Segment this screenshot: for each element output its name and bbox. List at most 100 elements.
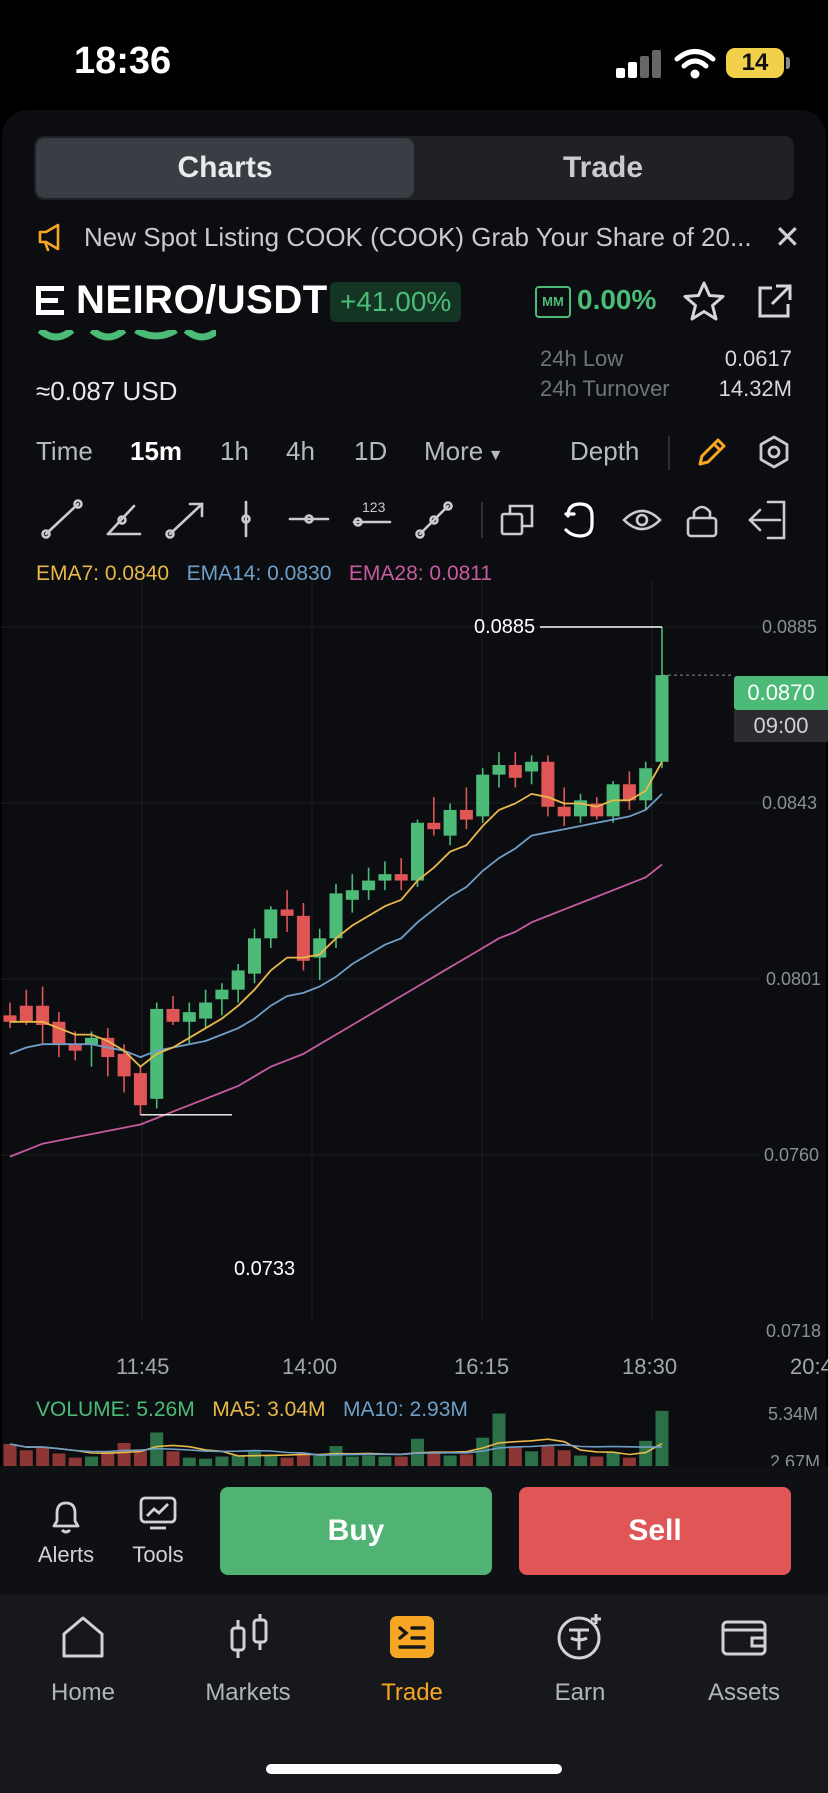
candle-body-24 (394, 874, 408, 881)
tf-depth[interactable]: Depth (570, 436, 640, 466)
nav-earn[interactable]: Earn (554, 1679, 606, 1706)
magnet-icon[interactable] (564, 502, 594, 538)
usd-price: ≈0.087 USD (36, 376, 178, 406)
candle-body-11 (182, 1012, 196, 1022)
horizontal-line-icon[interactable] (288, 514, 330, 524)
candle-body-28 (459, 809, 473, 820)
angle-line-icon[interactable] (106, 504, 142, 536)
menu-icon[interactable] (36, 286, 68, 316)
nav-trade[interactable]: Trade (381, 1679, 443, 1706)
announcement-text[interactable]: New Spot Listing COOK (COOK) Grab Your S… (84, 222, 752, 252)
nav-markets[interactable]: Markets (205, 1679, 291, 1706)
ray-icon[interactable] (165, 502, 204, 539)
low-price-label: 0.0733 (234, 1258, 296, 1280)
status-time: 18:36 (74, 40, 172, 82)
vertical-line-icon[interactable] (241, 500, 251, 538)
alerts-label[interactable]: Alerts (37, 1542, 95, 1567)
volume-bar-21 (345, 1456, 359, 1466)
tf-4h[interactable]: 4h (286, 436, 315, 466)
candle-body-14 (231, 970, 245, 990)
volume-bar-14 (231, 1455, 245, 1466)
nav-home[interactable]: Home (50, 1679, 116, 1706)
last-price-tag: 0.0870 (734, 676, 828, 710)
lock-icon[interactable] (686, 505, 718, 538)
volume-bar-18 (296, 1453, 310, 1466)
tf-15m[interactable]: 15m (130, 436, 183, 466)
trading-pair-title[interactable]: NEIRO/USDT (76, 278, 328, 322)
sell-button[interactable]: Sell (519, 1487, 791, 1575)
tf-1h[interactable]: 1h (220, 436, 249, 466)
exit-icon[interactable] (748, 500, 786, 540)
earn-tether-icon[interactable] (554, 1610, 606, 1662)
share-icon[interactable] (754, 282, 794, 322)
nav-assets[interactable]: Assets (707, 1679, 781, 1706)
y-tick-0: 0.0885 (762, 617, 818, 637)
y-tick-1: 0.0843 (762, 793, 818, 813)
ema28-value: EMA28: 0.0811 (348, 562, 493, 585)
tf-1d[interactable]: 1D (354, 436, 388, 466)
bell-icon[interactable] (46, 1496, 86, 1536)
tab-charts[interactable]: Charts (36, 138, 414, 198)
copy-icon[interactable] (500, 504, 534, 536)
volume-bar-33 (541, 1446, 555, 1466)
pencil-icon[interactable] (694, 434, 730, 470)
eye-icon[interactable] (622, 509, 662, 531)
volume-bar-40 (655, 1410, 669, 1466)
trade-icon[interactable] (390, 1616, 434, 1658)
close-announcement-button[interactable]: ✕ (774, 219, 801, 255)
candle-body-0 (3, 1015, 17, 1022)
volume-bar-17 (280, 1457, 294, 1466)
volume-bar-7 (117, 1442, 131, 1466)
volume-bar-36 (590, 1456, 604, 1466)
buy-button[interactable]: Buy (220, 1487, 492, 1575)
candle-body-38 (622, 784, 636, 801)
tools-label[interactable]: Tools (132, 1542, 184, 1567)
candle-body-33 (541, 761, 555, 807)
volume-bar-11 (182, 1457, 196, 1466)
price-line-123-label: 123 (362, 499, 386, 515)
volume-bar-16 (264, 1455, 278, 1466)
tools-chart-icon[interactable] (138, 1494, 178, 1534)
candlestick-chart[interactable] (0, 580, 828, 1340)
ema28-line (9, 863, 663, 1158)
tab-trade[interactable]: Trade (562, 151, 644, 184)
megaphone-icon (38, 223, 60, 252)
candle-body-29 (476, 774, 490, 817)
volume-bar-20 (329, 1446, 343, 1466)
high-price-label: 0.0885 (474, 616, 536, 638)
candle-body-25 (411, 822, 424, 881)
volume-bar-19 (313, 1455, 327, 1466)
volume-bar-3 (52, 1453, 66, 1466)
segment-icon[interactable] (415, 501, 453, 539)
volume-bar-26 (427, 1453, 441, 1466)
settings-hex-icon[interactable] (756, 434, 792, 470)
volume-bar-37 (606, 1452, 620, 1466)
price-line-icon[interactable] (352, 517, 392, 527)
volume-bar-32 (525, 1451, 539, 1466)
battery-cap (786, 57, 790, 69)
volume-bar-1 (19, 1450, 33, 1466)
24h-low-label: 24h Low (540, 346, 624, 371)
candle-body-23 (378, 874, 392, 881)
star-icon[interactable] (682, 280, 726, 322)
markets-candles-icon[interactable] (226, 1612, 272, 1660)
assets-wallet-icon[interactable] (720, 1616, 768, 1658)
ma5-line (9, 1438, 663, 1457)
volume-bar-28 (459, 1454, 473, 1466)
price-change-badge: +41.00% (330, 282, 462, 322)
y-tick-4: 0.0718 (766, 1321, 822, 1341)
wifi-icon (674, 49, 716, 79)
mm-rate[interactable]: 0.00% (577, 284, 657, 315)
candle-countdown-tag: 09:00 (734, 710, 828, 742)
tf-more-label: More (424, 436, 484, 466)
ema14-value: EMA14: 0.0830 (186, 562, 332, 585)
y-tick-3: 0.0760 (764, 1145, 820, 1165)
tf-more[interactable]: More ▼ (424, 436, 504, 467)
candle-body-20 (329, 893, 343, 939)
tf-time[interactable]: Time (36, 436, 93, 466)
mm-icon: MM (535, 286, 571, 318)
battery-indicator: 14 (726, 48, 784, 78)
home-icon[interactable] (60, 1614, 106, 1660)
candle-body-19 (313, 938, 327, 958)
trend-line-icon[interactable] (41, 499, 83, 539)
